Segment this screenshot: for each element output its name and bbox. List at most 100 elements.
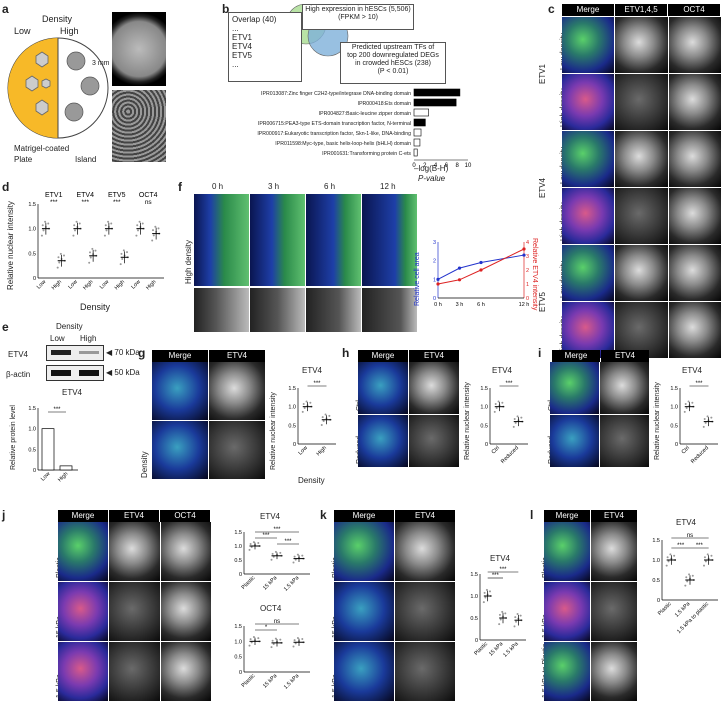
h-ylabel: Relative nuclear intensity (464, 382, 471, 460)
d-ylabel: Relative nuclear intensity (6, 201, 15, 290)
panel-g-label: g (138, 346, 146, 360)
y-tick: 0.5 (480, 423, 488, 429)
f-row-label: High density (184, 239, 193, 284)
y-tick: 1.5 (470, 572, 478, 578)
h-header-etv4: ETV4 (409, 350, 459, 362)
i-header-etv4: ETV4 (601, 350, 649, 362)
f-point-area (522, 253, 526, 257)
panel-i-label: i (538, 346, 542, 360)
x-tick: Ctrl (681, 445, 691, 455)
micrograph-tile (358, 362, 408, 414)
data-point (74, 229, 77, 232)
sig-text: *** (695, 381, 703, 387)
d-group-label: ETV1 (45, 192, 63, 199)
data-point (703, 556, 706, 559)
data-point (272, 642, 275, 645)
data-point (516, 613, 519, 616)
panel-a-label: a (2, 2, 9, 16)
l-header-merge: Merge (544, 510, 590, 522)
sig-text: *** (499, 567, 507, 573)
x-tick: Reduced (690, 445, 710, 465)
l-chart-title: ETV4 (676, 518, 697, 527)
data-point (666, 556, 669, 559)
micrograph-tile (562, 131, 615, 187)
data-point (484, 596, 487, 599)
g-image-grid (140, 362, 266, 480)
f-timelapse-merge (306, 194, 361, 286)
data-point (321, 416, 324, 419)
h-chart: 0 0.5 1.0 1.5 Ctrl Reduced *** (480, 381, 528, 465)
x-tick: 1.5 kPa (283, 575, 301, 593)
plate-label: Plate (14, 155, 33, 164)
x-tick: 0 h (434, 302, 442, 308)
y-tick: 1.0 (28, 427, 36, 433)
data-point (42, 229, 45, 232)
data-point (704, 560, 707, 563)
d-xlabel: Density (80, 302, 111, 312)
data-point (519, 614, 522, 617)
k-chart-title: ETV4 (490, 554, 511, 563)
h-header-merge: Merge (358, 350, 408, 362)
b-tick: 8 (456, 163, 460, 168)
g-side-label: Density (140, 451, 149, 478)
micrograph-tile (152, 421, 208, 479)
x-tick: 1.5 kPa (674, 601, 692, 619)
data-point (686, 580, 689, 583)
y-tick: 1.5 (288, 386, 296, 392)
data-point (248, 548, 251, 551)
data-point (302, 403, 305, 406)
y-tick: 1.5 (234, 530, 242, 536)
data-point (119, 263, 122, 266)
y-tick: 0 (239, 670, 242, 676)
panel-j-label: j (2, 508, 6, 522)
micrograph-tile (615, 17, 668, 73)
f-series-etv4 (437, 248, 525, 285)
data-point (151, 239, 154, 242)
data-point (157, 227, 160, 230)
micrograph-tile (550, 362, 599, 414)
data-point (309, 401, 312, 404)
micrograph-tile (109, 582, 160, 641)
data-point (104, 224, 107, 227)
g-chart: 0 0.5 1.0 1.5 Low High *** (288, 381, 336, 457)
micrograph-tile (668, 302, 721, 358)
f-timelapse-merge (250, 194, 305, 286)
b-xlabel2: P-value (418, 174, 446, 183)
data-point (497, 400, 500, 403)
predicted-tfs-box: Predicted upstream TFs of top 200 downre… (340, 42, 446, 84)
x-tick: Low (36, 279, 47, 290)
micrograph-tile (562, 302, 615, 358)
y-tick: 0.5 (28, 447, 36, 453)
f-time-label: 12 h (380, 182, 396, 191)
y-tick: 1.0 (670, 405, 678, 411)
data-point (495, 406, 498, 409)
data-point (271, 639, 274, 642)
micrograph-tile (615, 302, 668, 358)
data-point (296, 636, 299, 639)
data-point (513, 417, 516, 420)
micrograph-tile (591, 522, 637, 581)
y-tick: 0 (485, 442, 488, 448)
data-point (252, 541, 255, 544)
b-tick: 6 (445, 163, 449, 168)
x-tick: 15 kPa (262, 575, 279, 592)
data-point (248, 644, 251, 647)
micrograph-tile (160, 522, 211, 581)
sig-text: *** (284, 539, 292, 545)
high-label: High (60, 26, 79, 36)
y-tick-right: 0 (526, 296, 529, 302)
b-category-label: IPR004827:Basic-leucine zipper domain (319, 111, 411, 117)
data-point (482, 601, 485, 604)
data-point (57, 256, 60, 259)
x-tick: Low (130, 279, 141, 290)
data-point (44, 220, 47, 223)
f-point-etv4 (479, 268, 483, 272)
predicted-text: in crowded hESCs (238) (355, 60, 431, 67)
data-point (62, 254, 65, 257)
f-series-area (437, 254, 525, 280)
data-point (515, 620, 518, 623)
b-bar (413, 98, 457, 107)
f-image-grid: 0 h 3 h 6 h 12 h (194, 182, 420, 332)
d-group-label: OCT4 (139, 192, 158, 199)
